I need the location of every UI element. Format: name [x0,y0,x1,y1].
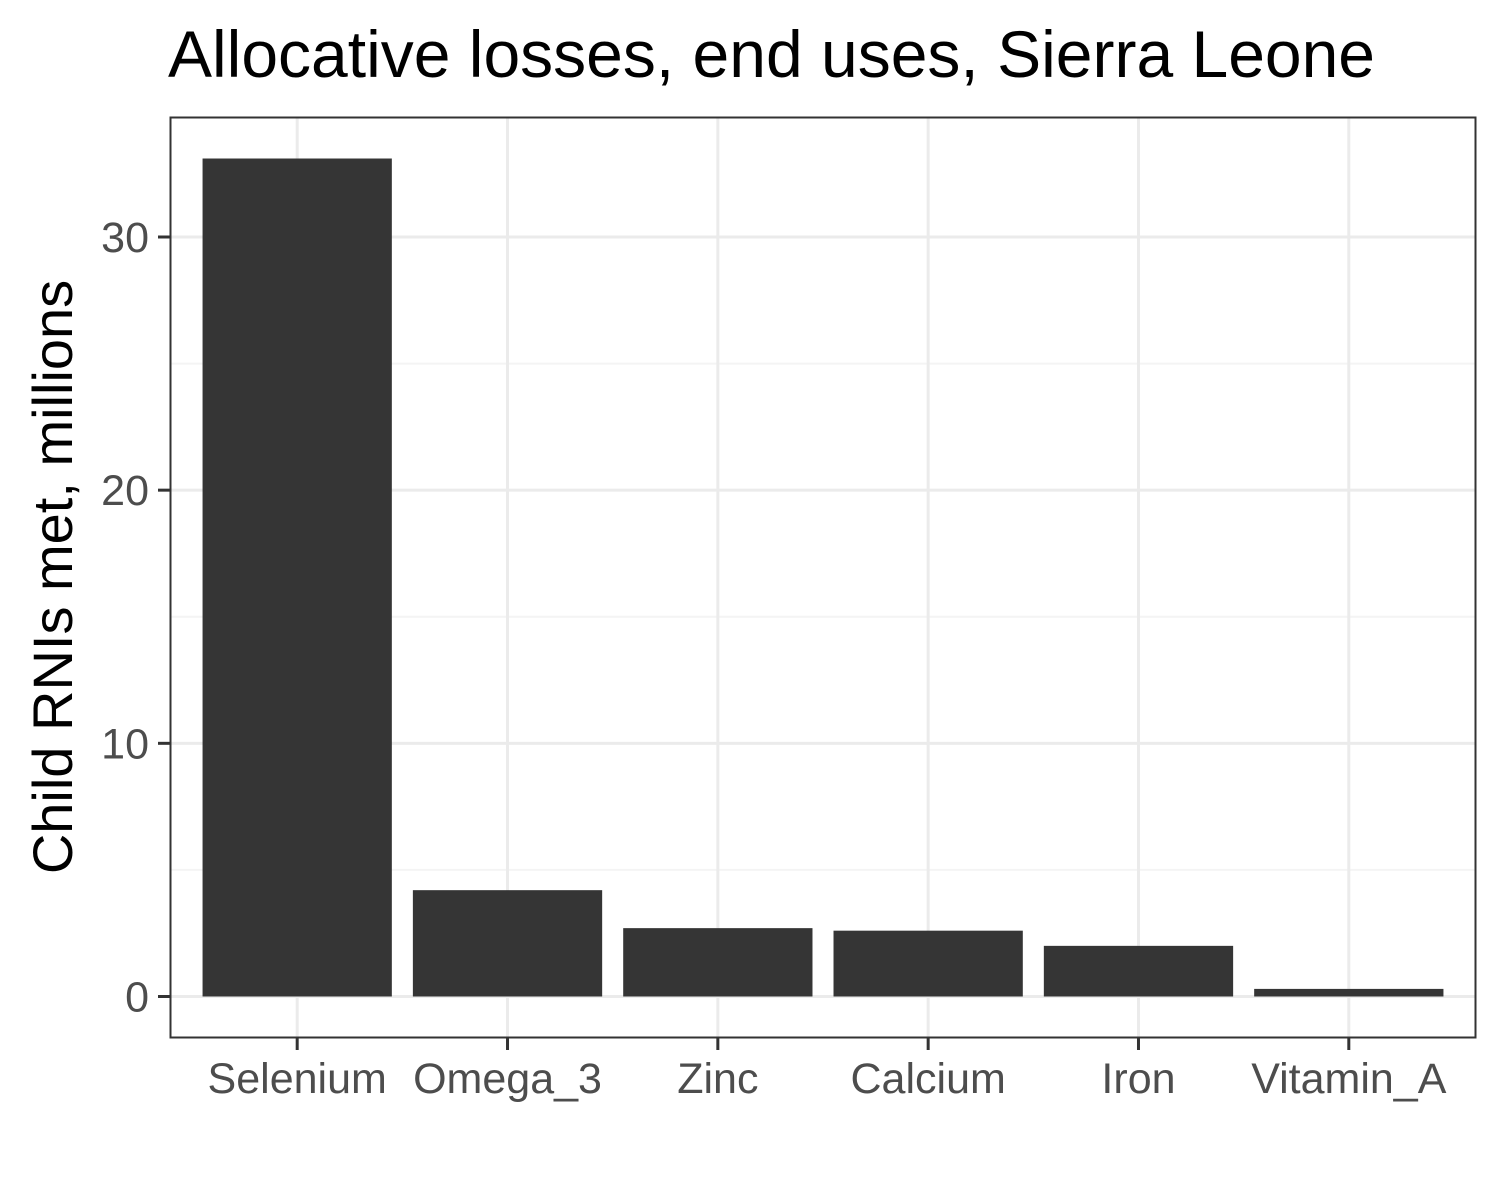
chart-title: Allocative losses, end uses, Sierra Leon… [168,17,1375,91]
y-axis-label: Child RNIs met, millions [21,280,84,874]
bar-iron [1043,945,1234,997]
y-tick-label: 30 [101,214,149,262]
y-tick-label: 0 [125,973,149,1021]
y-tick-label: 20 [101,467,149,515]
x-axis: Selenium Omega_3 Zinc Calcium Iron Vitamin_A [208,1037,1447,1103]
bar-selenium [202,158,392,997]
x-tick-label: Zinc [677,1055,758,1103]
panel-border [169,116,1477,1039]
bar-omega-3 [412,890,603,997]
bar-vitamin-a [1254,988,1444,997]
y-axis: 0 10 20 30 [101,214,171,1021]
x-tick-label: Selenium [208,1055,387,1103]
x-tick-label: Iron [1101,1055,1175,1103]
bar-zinc [623,928,813,997]
y-tick-label: 10 [101,720,149,768]
bar-calcium [833,930,1023,997]
x-tick-label: Calcium [851,1055,1006,1103]
x-tick-label: Vitamin_A [1251,1055,1447,1103]
x-tick-label: Omega_3 [413,1055,602,1103]
bars [202,158,1444,997]
